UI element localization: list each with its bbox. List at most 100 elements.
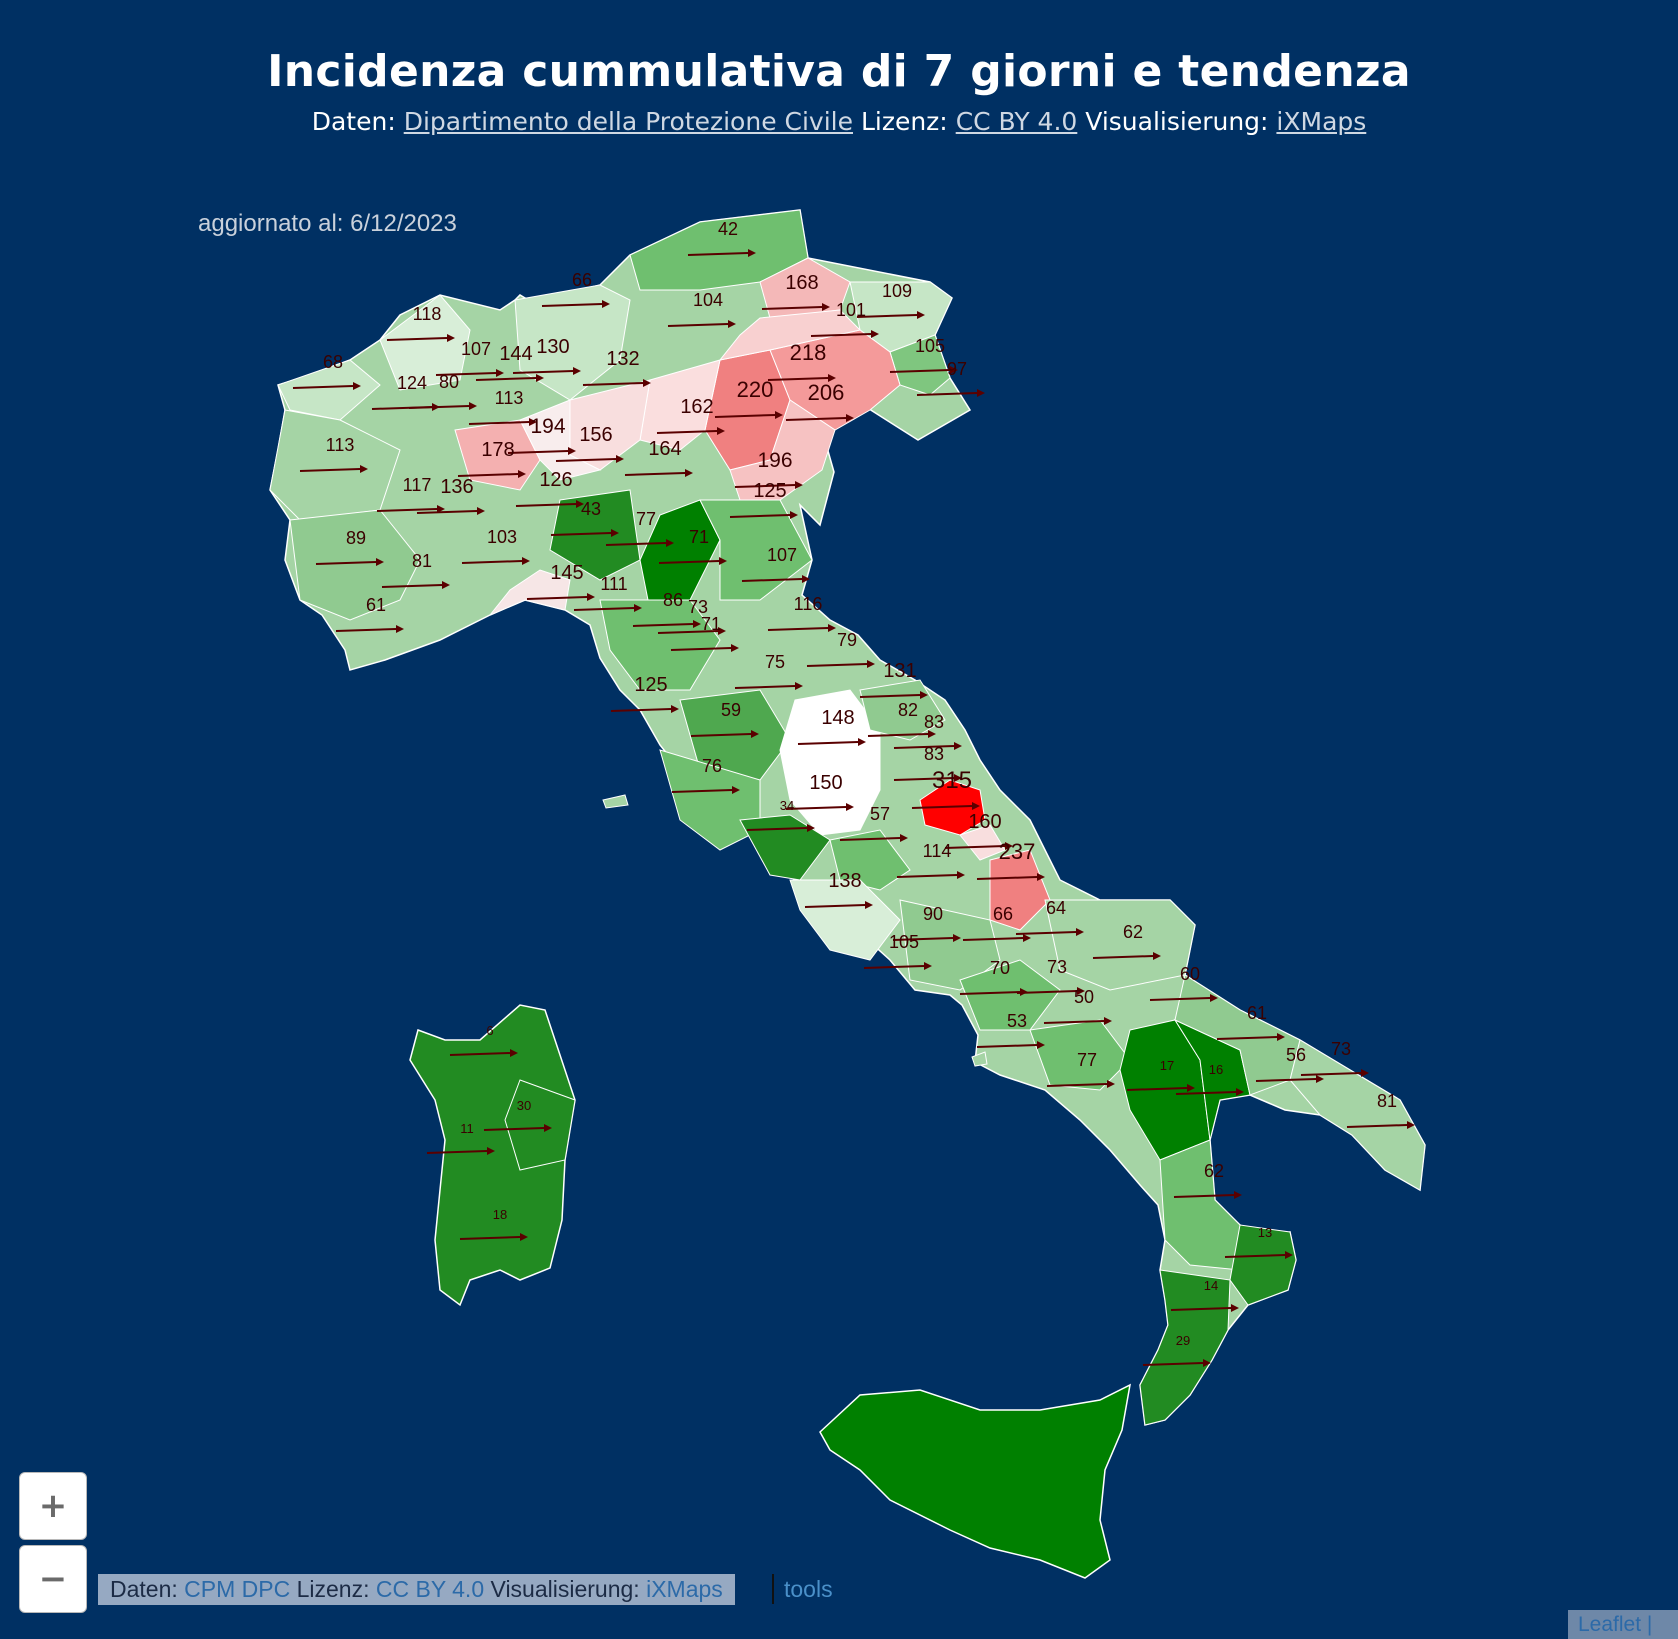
incidence-value-label: 62 bbox=[1123, 922, 1143, 942]
incidence-value-label: 61 bbox=[366, 595, 386, 615]
incidence-value-label: 136 bbox=[440, 476, 473, 498]
trend-arrow-head bbox=[1203, 1359, 1211, 1367]
attr-viz-link[interactable]: iXMaps bbox=[646, 1576, 723, 1602]
trend-arrow bbox=[582, 382, 644, 386]
incidence-value-label: 81 bbox=[1377, 1091, 1397, 1111]
trend-arrow bbox=[376, 508, 438, 512]
zoom-out-button[interactable]: − bbox=[19, 1545, 87, 1613]
trend-arrow-head bbox=[576, 500, 584, 508]
region-patches[interactable] bbox=[269, 209, 1426, 1426]
trend-arrow-head bbox=[360, 465, 368, 473]
trend-arrow-head bbox=[795, 481, 803, 489]
trend-arrow bbox=[1216, 1036, 1278, 1040]
trend-arrow bbox=[426, 1150, 488, 1154]
incidence-value-label: 117 bbox=[403, 475, 432, 495]
trend-arrow-head bbox=[924, 962, 932, 970]
trend-arrow bbox=[515, 503, 577, 507]
incidence-value-label: 13 bbox=[1258, 1225, 1272, 1240]
incidence-value-label: 148 bbox=[821, 707, 854, 729]
data-source-link[interactable]: Dipartimento della Protezione Civile bbox=[403, 107, 853, 136]
trend-arrow-head bbox=[790, 511, 798, 519]
trend-arrow bbox=[893, 745, 955, 749]
attr-license-link[interactable]: CC BY 4.0 bbox=[375, 1576, 485, 1602]
trend-arrow-head bbox=[510, 1049, 518, 1057]
incidence-value-label: 50 bbox=[1074, 987, 1094, 1007]
incidence-value-label: 73 bbox=[1331, 1039, 1351, 1059]
trend-arrow bbox=[483, 1127, 545, 1131]
incidence-value-label: 168 bbox=[785, 272, 818, 294]
incidence-value-label: 105 bbox=[889, 932, 919, 952]
trend-arrow bbox=[573, 607, 635, 611]
incidence-value-label: 6 bbox=[486, 1023, 493, 1038]
incidence-value-label: 62 bbox=[1204, 1161, 1224, 1181]
region-emilia-east bbox=[699, 499, 813, 601]
data-label: Daten: bbox=[311, 107, 396, 136]
trend-arrow bbox=[714, 414, 776, 418]
license-link[interactable]: CC BY 4.0 bbox=[955, 107, 1078, 136]
trend-arrow-head bbox=[828, 374, 836, 382]
trend-arrow-head bbox=[1210, 994, 1218, 1002]
incidence-value-label: 61 bbox=[1247, 1003, 1267, 1023]
region-abruzzo-pink bbox=[989, 849, 1051, 931]
leaflet-attribution[interactable]: Leaflet | bbox=[1568, 1610, 1678, 1639]
tools-link[interactable]: tools bbox=[784, 1576, 833, 1602]
trend-arrow bbox=[605, 542, 667, 546]
trend-arrow-head bbox=[611, 529, 619, 537]
incidence-value-label: 196 bbox=[757, 449, 792, 472]
incidence-value-label: 156 bbox=[579, 424, 612, 446]
trend-arrow bbox=[856, 314, 918, 318]
trend-arrow bbox=[761, 306, 823, 310]
trend-arrow bbox=[1224, 1254, 1286, 1258]
trend-arrow bbox=[670, 647, 732, 651]
trend-arrow-head bbox=[1231, 1304, 1239, 1312]
incidence-value-label: 66 bbox=[572, 270, 592, 290]
sicily[interactable] bbox=[819, 1383, 1131, 1579]
incidence-value-label: 80 bbox=[439, 372, 459, 392]
trend-arrow-head bbox=[573, 367, 581, 375]
incidence-value-label: 68 bbox=[323, 352, 343, 372]
trend-arrow-head bbox=[728, 320, 736, 328]
incidence-value-label: 56 bbox=[1286, 1045, 1306, 1065]
trend-arrow bbox=[632, 623, 694, 627]
trend-arrow-head bbox=[795, 682, 803, 690]
attribution-separator bbox=[772, 1574, 774, 1604]
trend-arrow bbox=[656, 430, 718, 434]
trend-arrow-head bbox=[1076, 928, 1084, 936]
trend-arrow-head bbox=[693, 620, 701, 628]
trend-arrow bbox=[1175, 1091, 1237, 1095]
ischia-island bbox=[971, 1051, 988, 1067]
sardinia[interactable] bbox=[409, 1004, 576, 1307]
trend-arrow bbox=[839, 837, 901, 841]
trend-arrow-head bbox=[822, 303, 830, 311]
trend-arrow-head bbox=[717, 427, 725, 435]
trend-arrow bbox=[1092, 955, 1154, 959]
incidence-value-label: 111 bbox=[600, 574, 627, 594]
trend-arrow-head bbox=[1316, 1075, 1324, 1083]
trend-arrow-head bbox=[1107, 1080, 1115, 1088]
trend-arrow-head bbox=[666, 539, 674, 547]
incidence-value-label: 18 bbox=[493, 1207, 507, 1222]
incidence-value-label: 145 bbox=[550, 562, 583, 584]
incidence-value-label: 109 bbox=[882, 281, 912, 301]
trend-arrow bbox=[1346, 1124, 1408, 1128]
incidence-value-label: 53 bbox=[1007, 1011, 1027, 1031]
attr-data-link[interactable]: CPM DPC bbox=[184, 1576, 291, 1602]
incidence-value-label: 126 bbox=[539, 469, 572, 491]
incidence-value-label: 73 bbox=[688, 597, 708, 617]
trend-arrow bbox=[1173, 1194, 1235, 1198]
trend-arrow-head bbox=[447, 334, 455, 342]
zoom-in-button[interactable]: + bbox=[19, 1472, 87, 1540]
incidence-value-label: 71 bbox=[689, 527, 709, 547]
incidence-value-label: 76 bbox=[702, 756, 722, 776]
region-sardinia-east bbox=[504, 1079, 576, 1171]
updated-date: aggiornato al: 6/12/2023 bbox=[198, 210, 457, 237]
incidence-value-label: 194 bbox=[530, 415, 565, 438]
incidence-value-label: 70 bbox=[990, 958, 1010, 978]
trend-arrow-head bbox=[1153, 952, 1161, 960]
viz-link[interactable]: iXMaps bbox=[1276, 107, 1367, 136]
trend-arrow-head bbox=[1077, 987, 1085, 995]
incidence-value-label: 105 bbox=[915, 336, 945, 356]
trend-arrow-head bbox=[954, 742, 962, 750]
incidence-value-label: 131 bbox=[883, 660, 916, 682]
